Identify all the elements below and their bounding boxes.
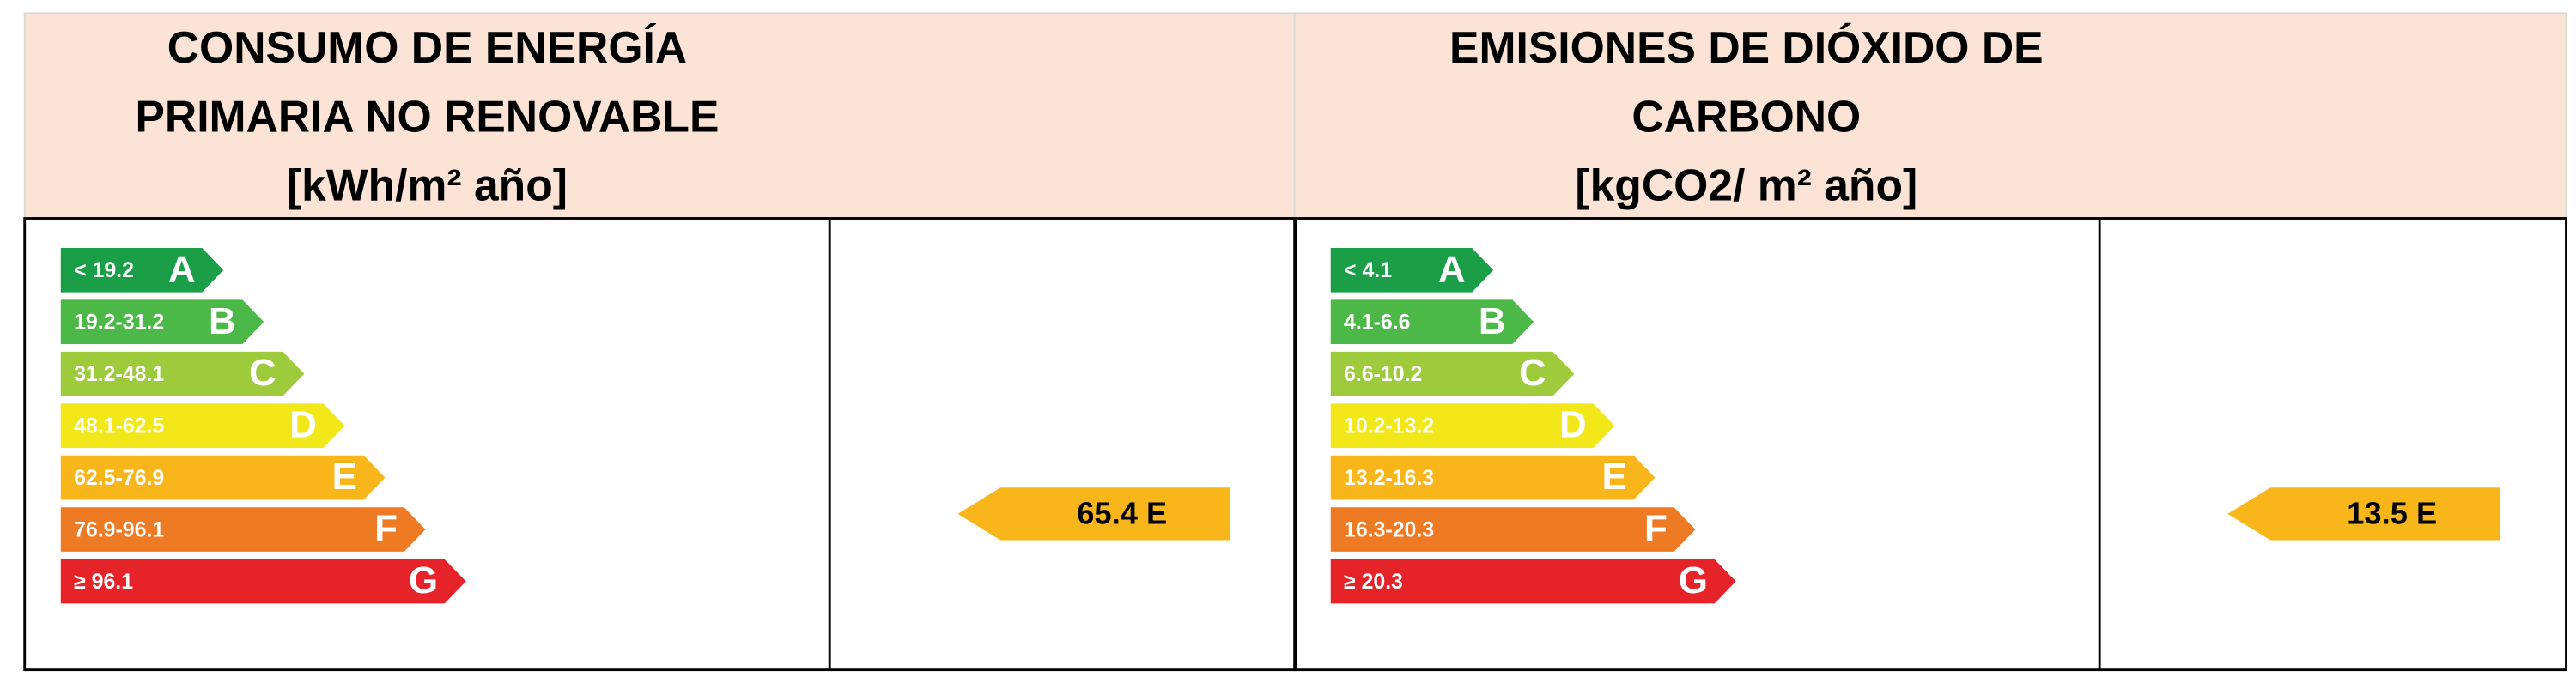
rating-band (60, 351, 305, 396)
band-letter: F (1644, 508, 1668, 550)
band-letter: E (1602, 456, 1627, 498)
rating-band (1330, 455, 1656, 500)
band-range: 19.2-31.2 (74, 311, 164, 335)
band-letter: G (409, 559, 438, 601)
indicator-arrow (2227, 487, 2500, 541)
band-letter: B (209, 300, 236, 342)
band-range: 16.3-20.3 (1344, 518, 1434, 542)
rating-band (60, 559, 466, 604)
band-range: < 19.2 (74, 258, 134, 282)
band-letter: F (374, 508, 398, 550)
indicator-arrow (957, 487, 1231, 541)
band-range: 4.1-6.6 (1344, 311, 1410, 335)
band-range: 62.5-76.9 (74, 466, 164, 490)
band-letter: B (1479, 300, 1506, 342)
band-range: 76.9-96.1 (74, 518, 164, 542)
rating-band (1330, 403, 1615, 448)
band-range: 6.6-10.2 (1344, 362, 1422, 386)
band-letter: A (168, 248, 196, 290)
band-range: ≥ 20.3 (1344, 570, 1403, 594)
rating-band (1330, 559, 1736, 604)
panel-title: [kgCO2/ m² año] (1575, 160, 1917, 210)
rating-band (1330, 247, 1494, 293)
header-bg (23, 12, 1297, 220)
band-range: < 4.1 (1344, 258, 1392, 282)
panel-title: CARBONO (1631, 91, 1861, 141)
panel-title: [kWh/m² año] (287, 160, 568, 210)
indicator-value: 65.4 E (1077, 495, 1167, 530)
band-letter: C (1519, 352, 1546, 394)
band-range: ≥ 96.1 (74, 570, 133, 594)
band-letter: D (289, 404, 317, 446)
indicator-value: 13.5 E (2347, 495, 2437, 530)
band-range: 13.2-16.3 (1344, 466, 1434, 490)
band-letter: C (249, 352, 276, 394)
panel-title: PRIMARIA NO RENOVABLE (135, 91, 719, 141)
band-range: 10.2-13.2 (1344, 414, 1434, 438)
rating-band (60, 299, 264, 345)
rating-band (60, 247, 224, 293)
rating-band (60, 403, 345, 448)
panel-title: EMISIONES DE DIÓXIDO DE (1449, 22, 2044, 72)
rating-band (1330, 299, 1534, 345)
panel-title: CONSUMO DE ENERGÍA (167, 22, 687, 72)
rating-band (1330, 507, 1696, 552)
band-range: 31.2-48.1 (74, 362, 164, 386)
band-letter: G (1679, 559, 1708, 601)
body-frame (1293, 217, 2567, 672)
body-frame (23, 217, 1298, 672)
rating-band (60, 455, 386, 500)
band-range: 48.1-62.5 (74, 414, 164, 438)
band-letter: D (1559, 404, 1587, 446)
rating-band (1330, 351, 1575, 396)
band-letter: E (332, 456, 357, 498)
band-letter: A (1438, 248, 1466, 290)
rating-band (60, 507, 426, 552)
header-bg (1293, 12, 2567, 220)
